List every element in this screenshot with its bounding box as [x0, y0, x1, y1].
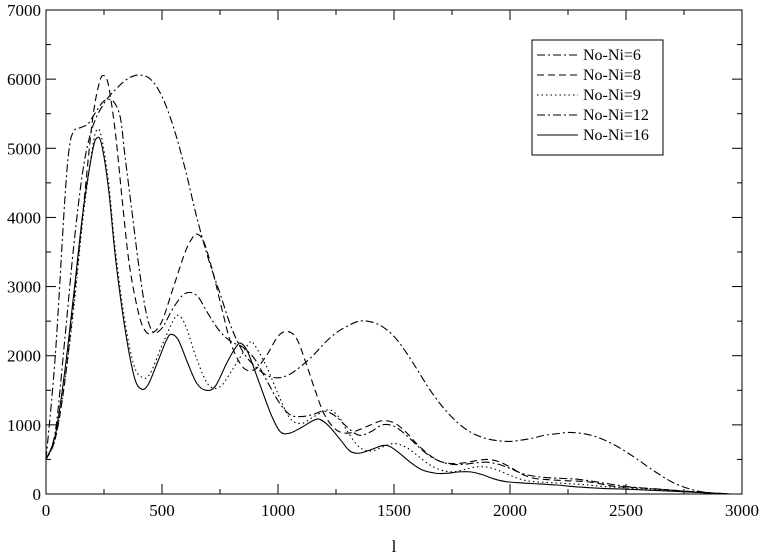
- y-tick-label: 6000: [7, 70, 41, 89]
- y-tick-label: 3000: [7, 278, 41, 297]
- series-line-5: [45, 136, 731, 495]
- series-line-2: [45, 74, 731, 495]
- x-tick-label: 1500: [377, 501, 411, 520]
- series-lines: [45, 74, 731, 495]
- legend-label-1: No-Ni=6: [583, 47, 641, 64]
- y-tick-label: 0: [33, 485, 42, 504]
- legend-label-4: No-Ni=12: [583, 107, 649, 124]
- y-tick-label: 7000: [7, 1, 41, 20]
- x-tick-label: 500: [149, 501, 175, 520]
- series-line-1: [45, 74, 731, 495]
- x-tick-label: 2500: [609, 501, 643, 520]
- axis-tick-labels: 0 500 1000 1500 2000 2500 3000 0 1000 2000 3000 400…: [7, 1, 759, 520]
- legend-box: [531, 39, 664, 156]
- series-line-4: [45, 98, 731, 495]
- x-tick-label: 1000: [261, 501, 295, 520]
- axis-ticks: [45, 9, 743, 495]
- y-tick-label: 1000: [7, 416, 41, 435]
- y-tick-label: 5000: [7, 139, 41, 158]
- legend-label-2: No-Ni=8: [583, 67, 641, 84]
- y-tick-label: 4000: [7, 208, 41, 227]
- legend-entries: No-Ni=6 No-Ni=8 No-Ni=9 No-Ni=12 No-Ni=16: [537, 47, 649, 144]
- legend-label-3: No-Ni=9: [583, 87, 641, 104]
- x-tick-label: 0: [42, 501, 51, 520]
- x-tick-label: 2000: [493, 501, 527, 520]
- x-axis-label: l: [392, 537, 397, 556]
- y-tick-label: 2000: [7, 347, 41, 366]
- legend: No-Ni=6 No-Ni=8 No-Ni=9 No-Ni=12 No-Ni=16: [531, 39, 664, 156]
- x-tick-label: 3000: [725, 501, 759, 520]
- legend-label-5: No-Ni=16: [583, 127, 649, 144]
